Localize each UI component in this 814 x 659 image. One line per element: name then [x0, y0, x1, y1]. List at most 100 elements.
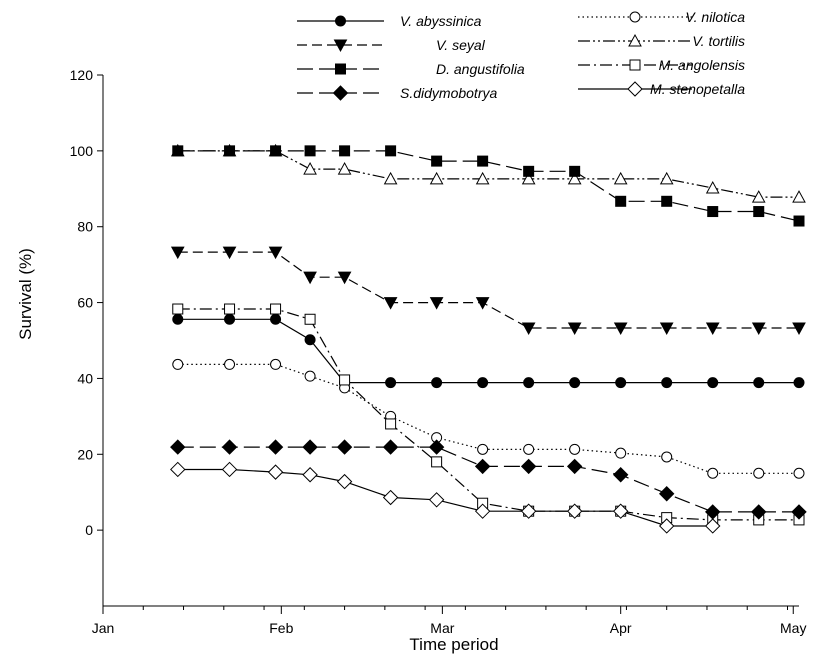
data-point [224, 303, 236, 315]
legend-item: S.didymobotrya [297, 85, 497, 101]
data-point [661, 451, 673, 463]
data-point [705, 322, 720, 336]
data-point [474, 503, 491, 519]
data-point [791, 504, 807, 520]
data-point [335, 63, 346, 75]
data-point [339, 145, 351, 157]
data-point [629, 59, 641, 71]
data-point [751, 190, 766, 203]
data-point [566, 503, 583, 519]
data-point [270, 313, 282, 325]
data-point [431, 155, 443, 167]
data-point [659, 171, 674, 185]
data-point [385, 418, 397, 430]
data-point [523, 165, 535, 177]
data-point [333, 39, 348, 53]
data-point [658, 518, 675, 534]
data-point [302, 439, 318, 455]
legend-label: M. angolensis [659, 57, 745, 73]
x-tick-label: Mar [430, 620, 454, 636]
data-point [793, 215, 805, 227]
data-point [336, 473, 353, 490]
data-point [339, 374, 351, 386]
data-point [567, 322, 582, 336]
data-point [383, 297, 398, 310]
data-point [523, 377, 535, 389]
data-point [659, 322, 674, 336]
data-point [267, 439, 284, 455]
data-point [303, 162, 317, 175]
legend-item: V. abyssinica [297, 13, 482, 29]
x-tick-label: Jan [92, 620, 115, 636]
data-point [270, 145, 282, 157]
series-line [177, 150, 799, 198]
data-point [523, 443, 535, 455]
y-axis-title: Survival (%) [16, 248, 35, 340]
data-point [615, 195, 627, 207]
data-point [707, 377, 719, 389]
series-s-didymobotrya [170, 439, 807, 520]
data-point [477, 443, 489, 455]
data-point [304, 145, 316, 157]
data-point [792, 322, 806, 336]
data-point [613, 322, 628, 336]
y-tick-label: 80 [77, 219, 93, 235]
y-tick-label: 20 [77, 446, 93, 462]
x-axis-title: Time period [409, 635, 498, 654]
data-point [751, 504, 767, 520]
axes: 0 20 40 60 80 100 120 Jan Feb Mar Apr May [70, 67, 807, 636]
data-point [567, 171, 582, 185]
data-point [751, 322, 766, 336]
data-point [221, 439, 238, 455]
data-point [222, 246, 237, 260]
data-point [475, 171, 490, 185]
legend-item: V. nilotica [578, 9, 745, 25]
data-point [170, 461, 186, 478]
data-point [521, 171, 536, 185]
data-point [431, 456, 443, 468]
data-point [428, 439, 445, 455]
data-point [628, 33, 642, 47]
data-point [613, 171, 628, 185]
series-line [177, 308, 799, 521]
data-point [224, 145, 236, 157]
x-tick-label: Apr [610, 620, 632, 636]
series-line [177, 468, 713, 527]
series-v-seyal [170, 246, 806, 336]
data-point [170, 439, 186, 455]
data-point [627, 81, 643, 97]
data-point [428, 492, 445, 508]
data-point [385, 377, 397, 389]
series-line [177, 150, 800, 222]
data-point [337, 271, 352, 285]
series-layer [170, 143, 807, 534]
data-point [304, 370, 316, 382]
legend-label: V. seyal [436, 37, 486, 53]
data-point [267, 464, 284, 480]
data-point [615, 377, 627, 389]
series-line [177, 318, 799, 384]
data-point [335, 15, 346, 27]
legend-label: V. tortilis [692, 33, 745, 49]
data-point [385, 145, 397, 157]
data-point [707, 206, 719, 218]
y-tick-label: 40 [77, 370, 93, 386]
legend-item: D. angustifolia [297, 61, 525, 77]
legend-label: D. angustifolia [436, 61, 525, 77]
series-m-angolensis [172, 303, 805, 526]
data-point [753, 467, 765, 479]
data-point [520, 503, 537, 519]
series-line [177, 363, 799, 474]
data-point [332, 85, 349, 101]
data-point [302, 467, 318, 483]
data-point [793, 377, 805, 389]
data-point [172, 313, 184, 325]
y-tick-label: 0 [85, 522, 93, 538]
data-point [303, 271, 317, 285]
data-point [792, 190, 806, 203]
series-line [177, 446, 799, 513]
data-point [304, 334, 316, 346]
data-point [629, 11, 641, 23]
data-point [429, 297, 444, 310]
data-point [658, 486, 675, 502]
